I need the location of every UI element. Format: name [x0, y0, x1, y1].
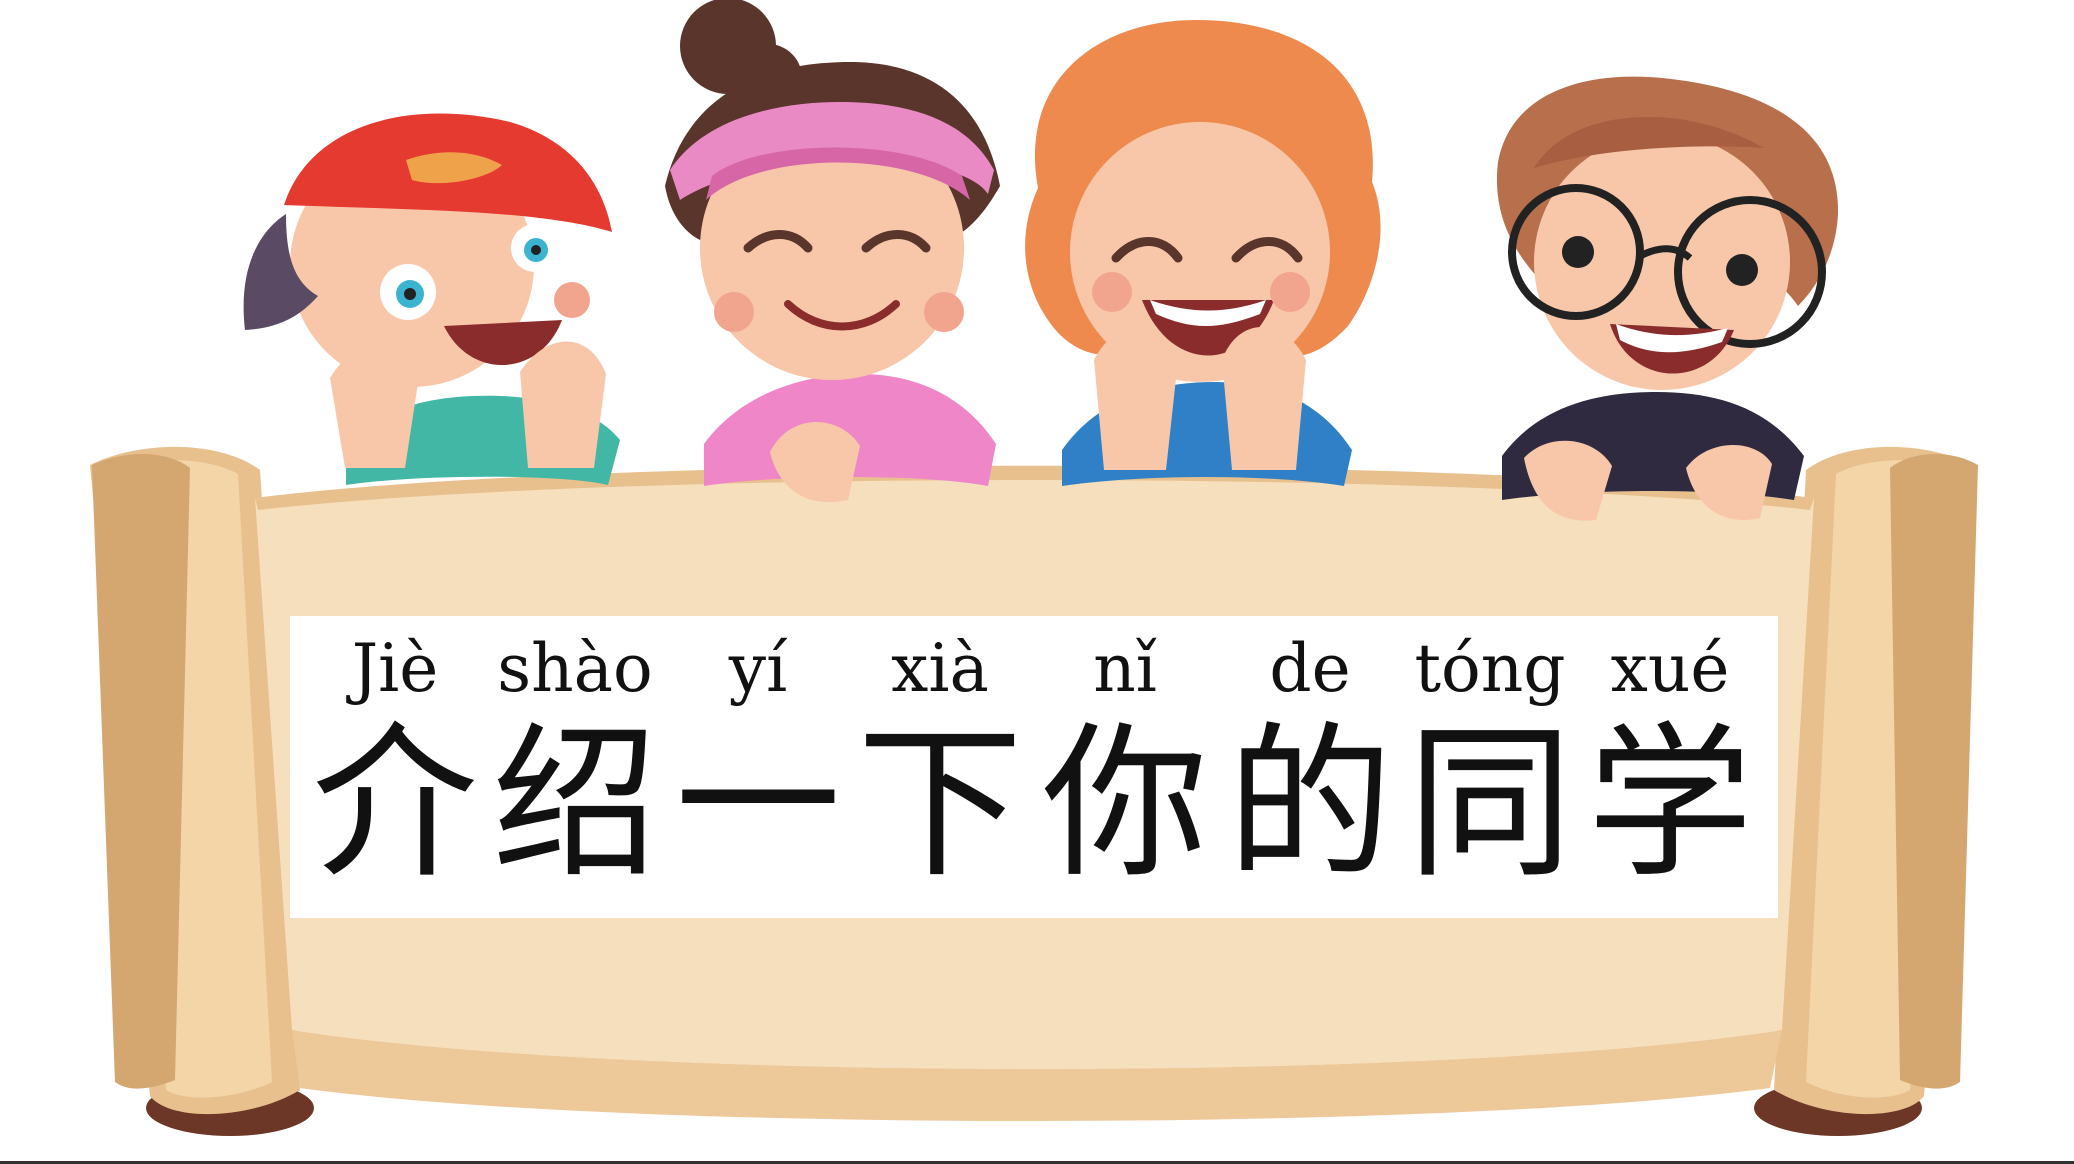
- pinyin-2: shào: [497, 630, 653, 707]
- pinyin-3: yí: [728, 630, 788, 707]
- pinyin-5: nǐ: [1093, 630, 1157, 707]
- child-boy-glasses: [1496, 76, 1839, 521]
- hanzi-row: 介 绍 一 下 你 的 同 学: [290, 712, 1778, 912]
- scroll-banner-edge: [255, 465, 1814, 510]
- hanzi-3: 一: [675, 708, 841, 901]
- title-box: Jiè shào yí xià nǐ de tóng xué 介 绍 一 下 你…: [290, 616, 1778, 918]
- hanzi-4: 下: [857, 708, 1023, 901]
- scroll-right-roll: [1774, 446, 1978, 1115]
- pinyin-4: xià: [891, 630, 989, 707]
- scroll-banner-lower-band: [292, 1030, 1782, 1121]
- hanzi-2: 绍: [492, 708, 658, 901]
- scroll-left-roll: [90, 446, 300, 1115]
- child-curly-redhead: [1025, 20, 1381, 486]
- hanzi-1: 介: [312, 708, 478, 901]
- pinyin-7: tóng: [1414, 630, 1566, 707]
- pinyin-row: Jiè shào yí xià nǐ de tóng xué: [290, 616, 1778, 726]
- bottom-border: [0, 1161, 2074, 1164]
- pinyin-8: xué: [1610, 630, 1730, 707]
- hanzi-6: 的: [1227, 708, 1393, 901]
- child-girl-bun: [665, 0, 1000, 503]
- hanzi-8: 学: [1587, 708, 1753, 901]
- hanzi-7: 同: [1407, 708, 1573, 901]
- hanzi-5: 你: [1042, 708, 1208, 901]
- child-boy-red-cap: [243, 113, 620, 485]
- pinyin-6: de: [1269, 630, 1351, 707]
- pinyin-1: Jiè: [351, 630, 439, 707]
